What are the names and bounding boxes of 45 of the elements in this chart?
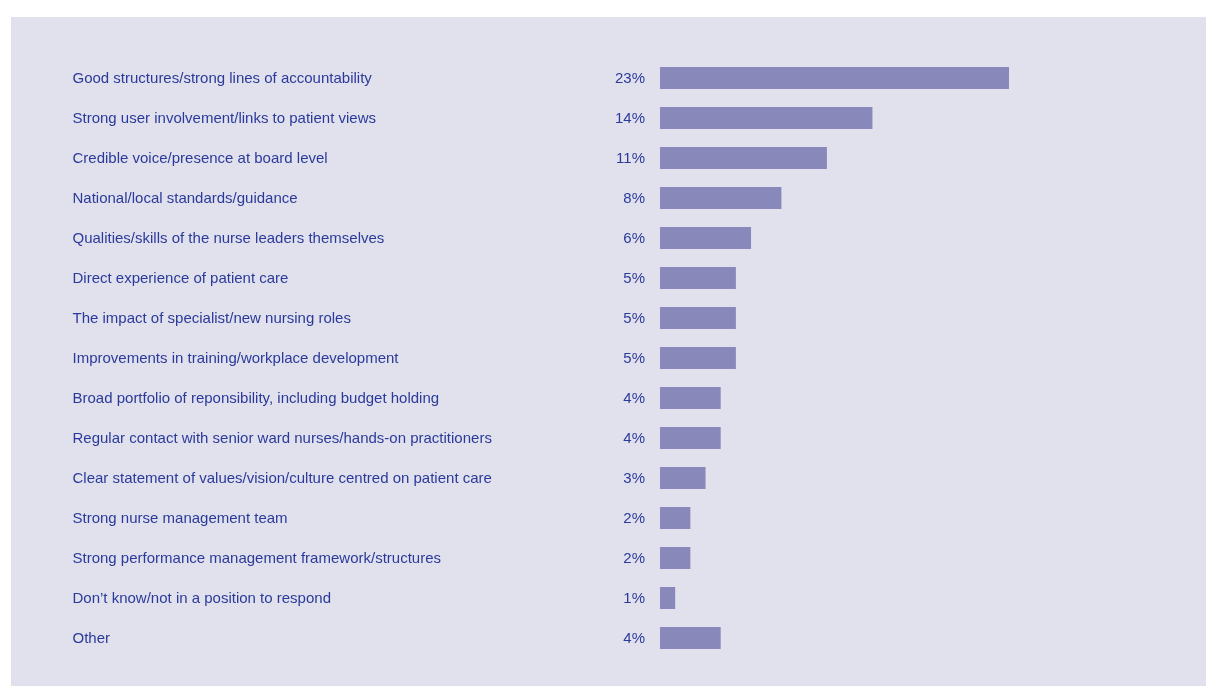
y-tick-label: Improvements in training/workplace development (72, 349, 400, 366)
bar (660, 427, 721, 449)
data-label: 4% (623, 629, 645, 646)
bar (660, 267, 736, 289)
y-tick-label: Don’t know/not in a position to respond (72, 589, 331, 606)
y-tick-label: Regular contact with senior ward nurses/hands-on practitioners (72, 429, 492, 446)
bar (660, 387, 721, 409)
data-label: 23% (614, 69, 645, 86)
data-label: 11% (616, 149, 645, 166)
data-label: 8% (623, 189, 645, 206)
bar (660, 307, 736, 329)
bar (660, 547, 691, 569)
data-label: 1% (623, 589, 645, 606)
bar (660, 467, 706, 489)
data-label: 5% (623, 309, 645, 326)
bar (660, 67, 1009, 89)
bar (660, 107, 873, 129)
y-tick-label: Direct experience of patient care (72, 269, 289, 286)
y-tick-label: Strong performance management framework/structures (72, 549, 441, 566)
data-label: 4% (623, 429, 645, 446)
data-label: 14% (614, 109, 645, 126)
y-tick-label: Clear statement of values/vision/culture centred on patient care (72, 469, 492, 486)
bar (660, 147, 827, 169)
y-tick-label: Broad portfolio of reponsibility, including budget holding (72, 389, 440, 406)
bar (660, 187, 782, 209)
data-label: 3% (623, 469, 645, 486)
bar (660, 627, 721, 649)
y-tick-label: Other (72, 629, 111, 646)
y-tick-label: Strong user involvement/links to patient views (72, 109, 376, 126)
data-label: 5% (623, 349, 645, 366)
y-tick-label: Qualities/skills of the nurse leaders themselves (72, 229, 385, 246)
y-tick-label: Strong nurse management team (72, 509, 288, 526)
data-label: 2% (623, 509, 645, 526)
bar (660, 347, 736, 369)
y-tick-label: Good structures/strong lines of accountability (72, 69, 373, 86)
y-tick-label: National/local standards/guidance (72, 189, 298, 206)
bar (660, 507, 691, 529)
y-tick-label: Credible voice/presence at board level (72, 149, 328, 166)
y-tick-label: The impact of specialist/new nursing roles (72, 309, 351, 326)
data-label: 6% (623, 229, 645, 246)
data-label: 4% (623, 389, 645, 406)
data-label: 2% (623, 549, 645, 566)
bar (660, 227, 752, 249)
bar (660, 587, 676, 609)
data-label: 5% (623, 269, 645, 286)
